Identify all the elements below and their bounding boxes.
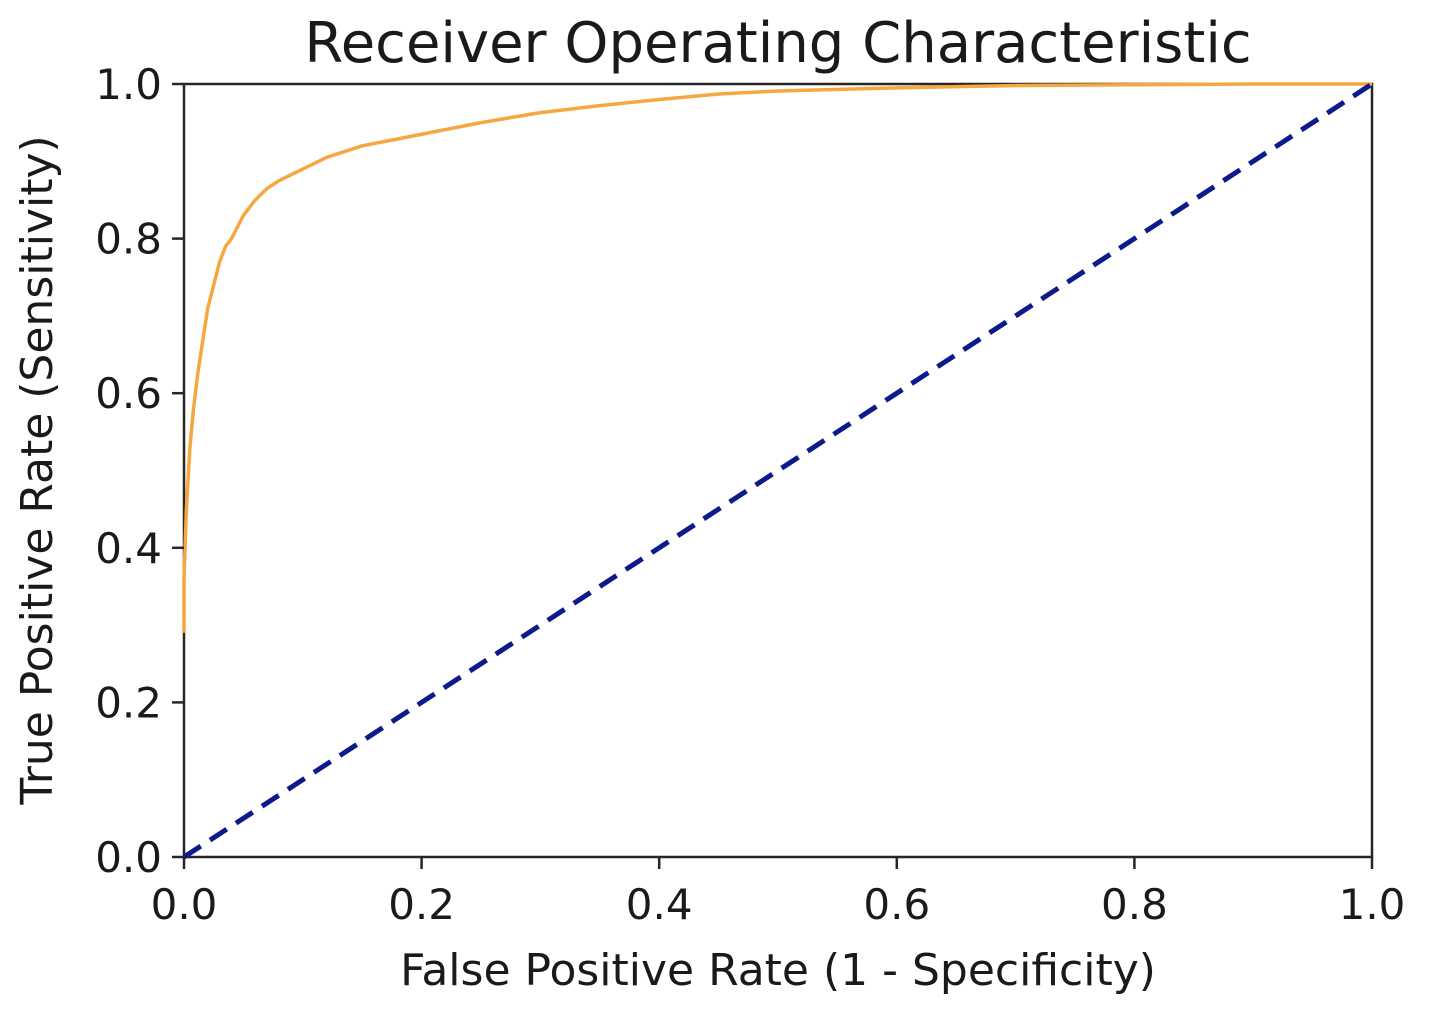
x-tick-label: 0.4 xyxy=(626,880,693,929)
chart-title: Receiver Operating Characteristic xyxy=(304,11,1251,76)
roc-curve-line xyxy=(182,82,1372,633)
reference-diagonal-line xyxy=(182,81,1374,860)
x-tick-label: 0.0 xyxy=(151,880,218,929)
plot-frame xyxy=(182,82,1374,859)
y-tick-label: 0.2 xyxy=(95,678,162,727)
y-axis-label: True Positive Rate (Sensitivity) xyxy=(12,135,63,805)
x-axis-ticks: 0.0 0.2 0.4 0.6 0.8 1.0 xyxy=(151,857,1406,929)
x-tick-label: 0.6 xyxy=(863,880,930,929)
x-axis-label: False Positive Rate (1 - Specificity) xyxy=(400,945,1156,996)
y-tick-label: 1.0 xyxy=(95,60,162,109)
x-tick-label: 0.2 xyxy=(388,880,455,929)
y-tick-label: 0.6 xyxy=(95,369,162,418)
y-axis-ticks: 0.0 0.2 0.4 0.6 0.8 1.0 xyxy=(95,60,184,882)
series-layer xyxy=(182,81,1374,860)
plot-area xyxy=(182,81,1374,860)
y-tick-label: 0.0 xyxy=(95,833,162,882)
x-tick-label: 1.0 xyxy=(1339,880,1406,929)
y-tick-label: 0.8 xyxy=(95,215,162,264)
x-tick-label: 0.8 xyxy=(1101,880,1168,929)
y-tick-label: 0.4 xyxy=(95,524,162,573)
